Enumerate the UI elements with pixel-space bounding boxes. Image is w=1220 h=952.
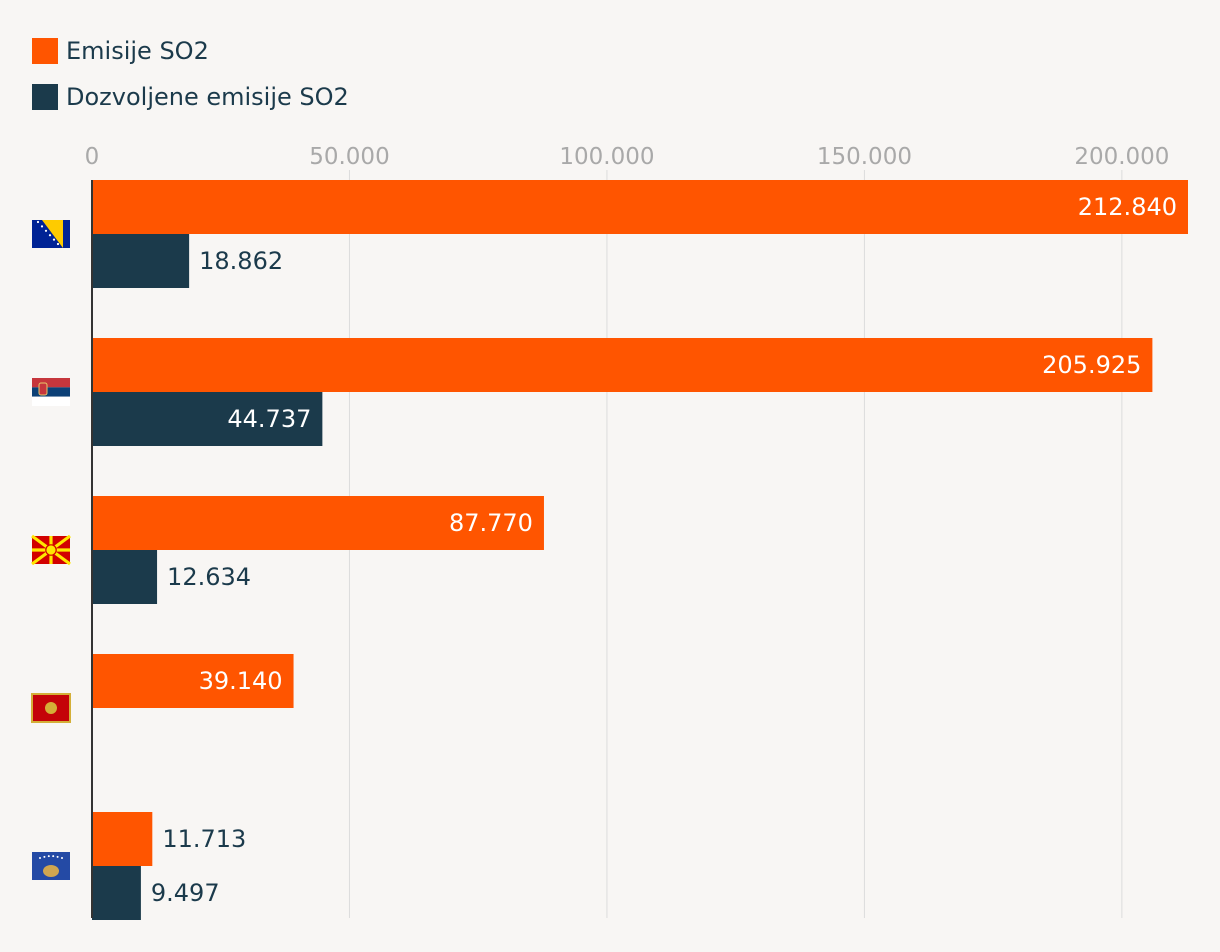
bar (92, 234, 190, 288)
legend-swatch-emisije (32, 38, 58, 64)
bar-value-label: 11.713 (162, 825, 246, 853)
bar (92, 866, 141, 920)
bar-value-label: 205.925 (1042, 351, 1141, 379)
bar (92, 180, 1188, 234)
legend-label-dozvoljene: Dozvoljene emisije SO2 (66, 83, 349, 111)
legend-label-emisije: Emisije SO2 (66, 37, 209, 65)
flag-serbia-icon (32, 378, 70, 406)
legend-swatch-dozvoljene (32, 84, 58, 110)
bar-value-label: 87.770 (449, 509, 533, 537)
x-tick-label: 0 (85, 144, 100, 170)
bar-value-label: 9.497 (151, 879, 220, 907)
bar-value-label: 44.737 (227, 405, 311, 433)
legend-item-dozvoljene: Dozvoljene emisije SO2 (32, 74, 349, 120)
bar (92, 338, 1153, 392)
bar-value-label: 39.140 (199, 667, 283, 695)
x-tick-label: 200.000 (1074, 144, 1169, 170)
x-tick-label: 50.000 (309, 144, 389, 170)
bar (92, 812, 153, 866)
x-tick-label: 150.000 (817, 144, 912, 170)
flag-bosnia-icon (32, 220, 70, 248)
bar-value-label: 212.840 (1078, 193, 1177, 221)
bar (92, 550, 158, 604)
bar (92, 496, 544, 550)
legend-item-emisije: Emisije SO2 (32, 28, 349, 74)
x-tick-label: 100.000 (559, 144, 654, 170)
bar-value-label: 12.634 (167, 563, 251, 591)
bar (92, 392, 323, 446)
flag-kosovo-icon (32, 852, 70, 880)
flag-montenegro-icon (31, 693, 71, 723)
bar (92, 654, 294, 708)
flag-north-macedonia-icon (31, 534, 71, 566)
bar-value-label: 18.862 (199, 247, 283, 275)
legend: Emisije SO2 Dozvoljene emisije SO2 (32, 28, 349, 120)
